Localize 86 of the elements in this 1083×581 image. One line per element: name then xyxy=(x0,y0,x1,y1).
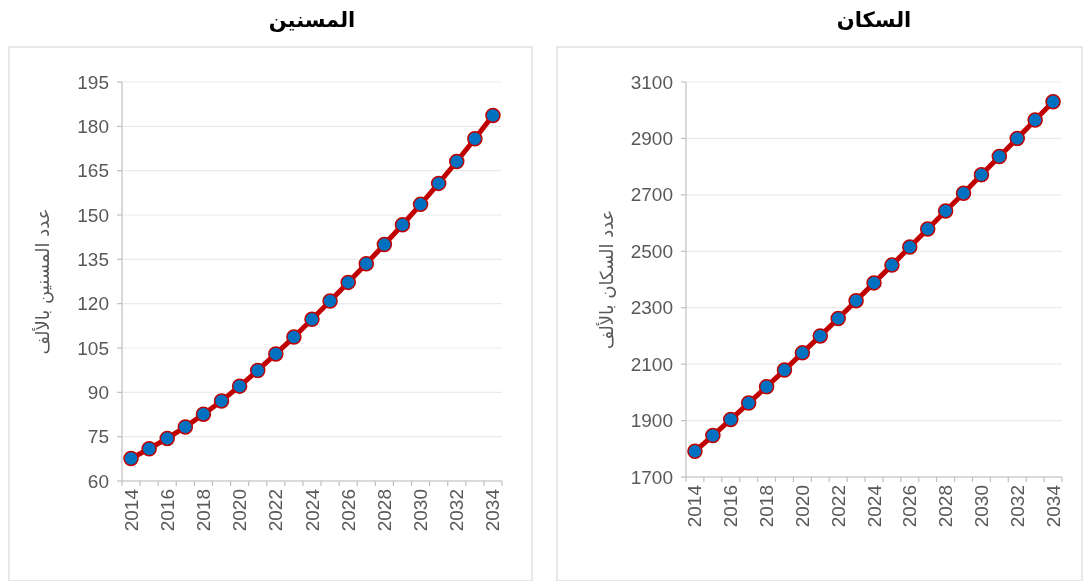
x-tick-label: 2022 xyxy=(827,485,849,528)
x-tick-label: 2026 xyxy=(337,489,359,532)
y-axis-title: عدد المسنين بالألف xyxy=(31,208,54,355)
point xyxy=(848,292,864,309)
y-tick-label: 3100 xyxy=(630,71,673,93)
y-tick-label: 120 xyxy=(77,293,109,315)
point xyxy=(141,441,157,457)
point xyxy=(723,411,739,428)
x-tick-label: 2034 xyxy=(482,488,504,532)
y-tick-label: 135 xyxy=(77,248,109,270)
y-tick-label: 2500 xyxy=(630,240,673,262)
y-tick-label: 150 xyxy=(77,204,109,226)
point xyxy=(195,406,212,422)
point xyxy=(758,378,775,395)
y-tick-label: 1700 xyxy=(630,466,673,488)
point xyxy=(322,293,338,309)
point xyxy=(955,185,972,201)
x-tick-label: 2022 xyxy=(265,489,287,532)
y-tick-label: 2700 xyxy=(630,184,673,206)
point xyxy=(268,346,284,362)
point xyxy=(973,167,990,183)
x-tick-label: 2032 xyxy=(1006,485,1028,528)
x-tick-label: 2020 xyxy=(229,489,251,532)
point xyxy=(812,328,829,344)
x-tick-label: 2024 xyxy=(863,484,885,528)
y-tick-label: 105 xyxy=(77,337,109,359)
x-tick-label: 2018 xyxy=(192,489,214,532)
x-tick-label: 2016 xyxy=(720,485,742,528)
x-tick-label: 2028 xyxy=(935,485,957,528)
x-tick-label: 2030 xyxy=(970,485,992,528)
point xyxy=(231,378,248,394)
point xyxy=(1045,94,1061,110)
point xyxy=(467,131,483,147)
point xyxy=(830,310,846,327)
point xyxy=(159,430,175,447)
y-tick-label: 75 xyxy=(87,426,109,448)
x-tick-label: 2028 xyxy=(373,489,395,532)
point xyxy=(412,196,429,213)
y-tick-label: 195 xyxy=(77,71,109,93)
point xyxy=(394,217,411,233)
y-tick-label: 180 xyxy=(77,115,109,137)
point xyxy=(430,175,447,192)
point xyxy=(1009,130,1025,147)
x-tick-label: 2018 xyxy=(756,485,778,528)
y-axis-title: عدد السكان بالألف xyxy=(595,209,617,350)
point xyxy=(449,153,465,170)
y-tick-label: 90 xyxy=(87,381,109,403)
point xyxy=(937,203,954,219)
x-tick-label: 2016 xyxy=(156,489,178,532)
point xyxy=(794,345,811,361)
point xyxy=(123,450,139,467)
point xyxy=(177,419,194,435)
chart-title: السكان xyxy=(836,8,912,32)
chart-title: المسنين xyxy=(268,8,356,32)
point xyxy=(213,393,230,409)
point xyxy=(485,107,501,124)
point xyxy=(687,443,703,460)
y-tick-label: 2100 xyxy=(630,353,673,375)
point xyxy=(249,362,266,379)
point xyxy=(740,395,757,411)
point xyxy=(304,311,320,328)
x-tick-label: 2024 xyxy=(301,488,323,532)
point xyxy=(340,274,356,291)
x-tick-label: 2034 xyxy=(1042,484,1064,528)
x-tick-label: 2030 xyxy=(410,489,432,532)
y-tick-label: 2900 xyxy=(630,127,673,149)
point xyxy=(902,239,918,255)
point xyxy=(991,148,1008,165)
x-tick-label: 2026 xyxy=(899,485,921,528)
y-tick-label: 165 xyxy=(77,160,109,182)
point xyxy=(866,275,882,291)
point xyxy=(286,329,302,345)
point xyxy=(884,257,900,273)
x-tick-label: 2032 xyxy=(446,489,468,532)
point xyxy=(358,256,375,272)
x-tick-label: 2020 xyxy=(791,485,813,528)
point xyxy=(376,236,393,253)
y-tick-label: 1900 xyxy=(630,410,673,432)
y-tick-label: 60 xyxy=(87,470,109,492)
point xyxy=(1027,112,1043,128)
point xyxy=(705,427,721,444)
y-tick-label: 2300 xyxy=(630,297,673,319)
x-tick-label: 2014 xyxy=(120,488,142,532)
point xyxy=(776,362,793,378)
x-tick-label: 2014 xyxy=(684,484,706,528)
point xyxy=(919,221,936,237)
